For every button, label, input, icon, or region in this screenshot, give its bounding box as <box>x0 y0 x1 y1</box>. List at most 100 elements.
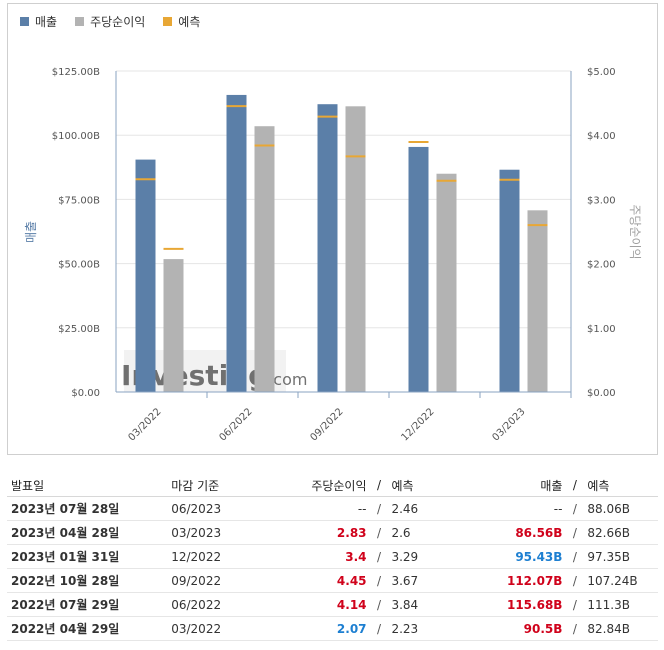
cell-period: 03/2023 <box>161 520 275 545</box>
cell-revenue-forecast: 82.66B <box>583 520 658 545</box>
col-header-sep: / <box>566 474 584 497</box>
cell-revenue-forecast: 111.3B <box>583 592 658 617</box>
cell-eps: 4.14 <box>274 592 371 617</box>
cell-eps: 2.07 <box>274 616 371 641</box>
cell-sep: / <box>566 568 584 593</box>
cell-eps-forecast: 3.84 <box>387 592 458 617</box>
cell-period: 12/2022 <box>161 544 275 569</box>
cell-sep: / <box>566 592 584 617</box>
right-tick-label: $1.00 <box>587 324 616 335</box>
cell-eps: 4.45 <box>274 568 371 593</box>
legend-item-eps[interactable]: 주당순이익 <box>75 13 145 30</box>
cell-eps: 3.4 <box>274 544 371 569</box>
bar-revenue <box>317 104 338 393</box>
cell-date: 2022년 04월 29일 <box>7 616 162 641</box>
cell-eps-forecast: 2.46 <box>387 496 458 521</box>
left-tick-label: $100.00B <box>52 131 100 142</box>
cell-sep: / <box>370 520 388 545</box>
right-tick-label: $3.00 <box>587 195 616 206</box>
cell-sep: / <box>370 544 388 569</box>
cell-eps: -- <box>274 496 371 521</box>
cell-date: 2022년 07월 29일 <box>7 592 162 617</box>
legend-label-revenue: 매출 <box>35 15 58 29</box>
left-axis-label: 매출 <box>24 221 38 243</box>
cell-eps-forecast: 3.29 <box>387 544 458 569</box>
col-header-date[interactable]: 발표일 <box>7 474 162 497</box>
chart-legend: 매출 주당순이익 예측 <box>20 13 200 30</box>
cell-sep: / <box>370 496 388 521</box>
right-tick-label: $5.00 <box>587 67 616 78</box>
x-tick-label: 03/2022 <box>126 406 163 443</box>
cell-revenue-forecast: 107.24B <box>583 568 658 593</box>
legend-swatch-forecast <box>163 17 173 26</box>
cell-eps-forecast: 3.67 <box>387 568 458 593</box>
col-header-eps-forecast[interactable]: 예측 <box>387 474 458 497</box>
cell-sep: / <box>566 496 584 521</box>
bar-eps <box>527 210 548 392</box>
cell-sep: / <box>370 568 388 593</box>
cell-sep: / <box>566 616 584 641</box>
table-row: 2023년 04월 28일 03/2023 2.83/2.6 86.56B/82.66… <box>7 520 658 545</box>
cell-revenue: 115.68B <box>457 592 567 617</box>
cell-revenue-forecast: 97.35B <box>583 544 658 569</box>
bar-revenue <box>408 146 429 392</box>
left-tick-label: $0.00 <box>71 388 100 399</box>
x-tick-label: 06/2022 <box>217 406 254 443</box>
cell-revenue: 112.07B <box>457 568 567 593</box>
col-header-revenue[interactable]: 매출 <box>457 474 567 497</box>
table-row: 2022년 04월 29일 03/2022 2.07/2.23 90.5B/82.84… <box>7 616 658 641</box>
col-header-revenue-forecast[interactable]: 예측 <box>583 474 658 497</box>
cell-sep: / <box>566 520 584 545</box>
right-axis-label: 주당순이익 <box>628 204 642 259</box>
left-tick-label: $75.00B <box>58 195 100 206</box>
x-tick-label: 03/2023 <box>490 406 527 443</box>
cell-period: 03/2022 <box>161 616 275 641</box>
cell-period: 06/2023 <box>161 496 275 521</box>
cell-period: 06/2022 <box>161 592 275 617</box>
earnings-table: 발표일 마감 기준 주당순이익 / 예측 매출 / 예측 2023년 07월 2… <box>7 474 658 641</box>
earnings-chart-panel: 매출 주당순이익 예측 $0.00 $0.00 $25.00B $1.00 $50.00… <box>7 3 658 455</box>
cell-date: 2023년 04월 28일 <box>7 520 162 545</box>
x-tick-label: 12/2022 <box>399 406 436 443</box>
cell-eps-forecast: 2.6 <box>387 520 458 545</box>
bar-revenue <box>499 169 520 392</box>
legend-item-forecast[interactable]: 예측 <box>163 13 200 30</box>
cell-eps: 2.83 <box>274 520 371 545</box>
legend-item-revenue[interactable]: 매출 <box>20 13 57 30</box>
col-header-period[interactable]: 마감 기준 <box>161 474 275 497</box>
cell-revenue-forecast: 88.06B <box>583 496 658 521</box>
cell-sep: / <box>370 616 388 641</box>
table-row: 2023년 07월 28일 06/2023 --/2.46 --/88.06B <box>7 496 658 521</box>
legend-swatch-eps <box>75 17 85 26</box>
earnings-chart: $0.00 $0.00 $25.00B $1.00 $50.00B $2.00 $75.00… <box>24 67 642 443</box>
bar-eps <box>345 106 366 392</box>
bar-eps <box>436 173 457 392</box>
right-tick-label: $0.00 <box>587 388 616 399</box>
cell-revenue: 90.5B <box>457 616 567 641</box>
cell-revenue: 86.56B <box>457 520 567 545</box>
cell-sep: / <box>566 544 584 569</box>
bar-eps <box>163 259 184 392</box>
bar-revenue <box>226 94 247 392</box>
legend-swatch-revenue <box>20 17 29 26</box>
cell-date: 2023년 07월 28일 <box>7 496 162 521</box>
cell-eps-forecast: 2.23 <box>387 616 458 641</box>
table-row: 2022년 10월 28일 09/2022 4.45/3.67 112.07B/107… <box>7 568 658 593</box>
table-row: 2022년 07월 29일 06/2022 4.14/3.84 115.68B/111… <box>7 592 658 617</box>
cell-period: 09/2022 <box>161 568 275 593</box>
table-row: 2023년 01월 31일 12/2022 3.4/3.29 95.43B/97.35… <box>7 544 658 569</box>
cell-revenue-forecast: 82.84B <box>583 616 658 641</box>
table-header-row: 발표일 마감 기준 주당순이익 / 예측 매출 / 예측 <box>7 474 658 497</box>
left-tick-label: $50.00B <box>58 260 100 271</box>
x-tick-label: 09/2022 <box>308 406 345 443</box>
cell-sep: / <box>370 592 388 617</box>
cell-date: 2023년 01월 31일 <box>7 544 162 569</box>
bar-revenue <box>135 159 156 392</box>
col-header-sep: / <box>370 474 388 497</box>
bar-eps <box>254 126 275 392</box>
right-tick-label: $4.00 <box>587 131 616 142</box>
col-header-eps[interactable]: 주당순이익 <box>274 474 371 497</box>
left-tick-label: $125.00B <box>52 67 100 78</box>
legend-label-eps: 주당순이익 <box>90 15 146 29</box>
right-tick-label: $2.00 <box>587 260 616 271</box>
